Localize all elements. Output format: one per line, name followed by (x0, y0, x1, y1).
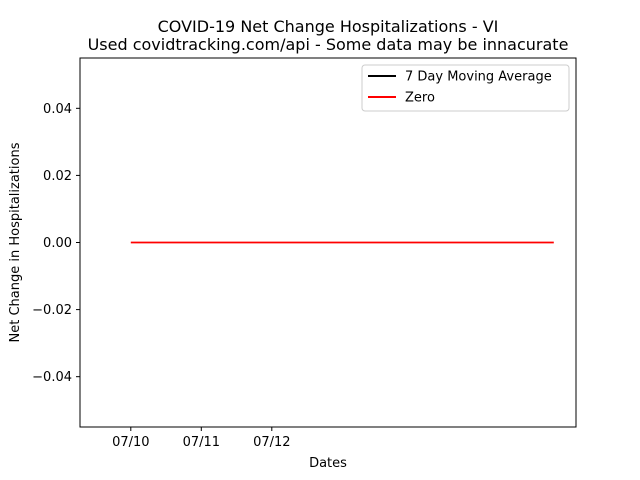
y-axis: 0.04 0.02 0.00 −0.02 −0.04 (32, 102, 80, 385)
x-tick-label: 07/11 (183, 435, 220, 450)
x-tick-label: 07/12 (253, 435, 290, 450)
y-tick-label: 0.00 (43, 236, 72, 251)
legend-frame (361, 64, 570, 112)
legend-label-moving-average: 7 Day Moving Average (405, 70, 552, 85)
y-tick-label: −0.04 (32, 370, 72, 385)
chart-subtitle: Used covidtracking.com/api - Some data m… (88, 35, 569, 54)
x-axis: 07/10 07/11 07/12 (112, 427, 291, 450)
legend-label-zero: Zero (405, 91, 435, 106)
chart-title: COVID-19 Net Change Hospitalizations - V… (158, 17, 499, 36)
x-axis-label: Dates (309, 456, 347, 471)
y-tick-label: −0.02 (32, 303, 72, 318)
y-tick-label: 0.04 (43, 102, 72, 117)
legend: 7 Day Moving Average Zero (361, 64, 570, 112)
x-tick-label: 07/10 (112, 435, 149, 450)
y-tick-label: 0.02 (43, 169, 72, 184)
y-axis-label: Net Change in Hospitalizations (8, 142, 23, 342)
